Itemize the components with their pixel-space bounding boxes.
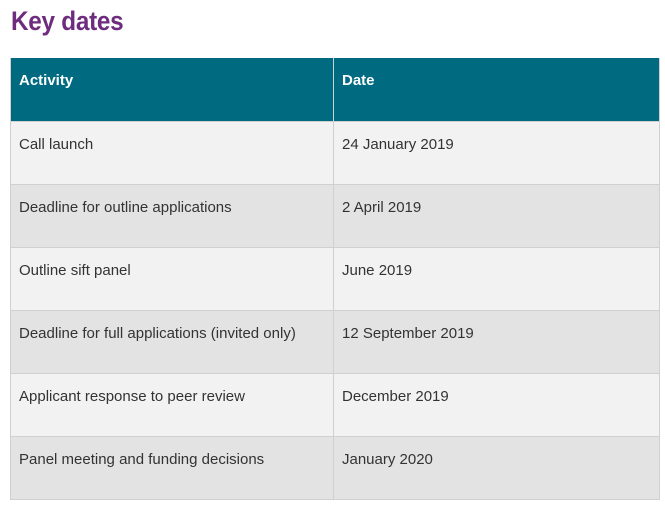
- date-cell: January 2020: [333, 435, 660, 500]
- key-dates-table: Activity Date Call launch 24 January 201…: [10, 58, 660, 500]
- date-cell: 2 April 2019: [333, 183, 660, 248]
- activity-cell: Panel meeting and funding decisions: [10, 435, 334, 500]
- table-header-row: Activity Date: [10, 58, 660, 122]
- table-row: Outline sift panel June 2019: [10, 246, 660, 311]
- table-row: Applicant response to peer review Decemb…: [10, 372, 660, 437]
- date-cell: December 2019: [333, 372, 660, 437]
- activity-cell: Deadline for outline applications: [10, 183, 334, 248]
- column-header-activity: Activity: [10, 58, 334, 122]
- activity-cell: Applicant response to peer review: [10, 372, 334, 437]
- date-cell: 24 January 2019: [333, 120, 660, 185]
- table-row: Call launch 24 January 2019: [10, 120, 660, 185]
- table-row: Deadline for full applications (invited …: [10, 309, 660, 374]
- date-cell: 12 September 2019: [333, 309, 660, 374]
- activity-cell: Outline sift panel: [10, 246, 334, 311]
- activity-cell: Call launch: [10, 120, 334, 185]
- table-row: Panel meeting and funding decisions Janu…: [10, 435, 660, 500]
- date-cell: June 2019: [333, 246, 660, 311]
- column-header-date: Date: [333, 58, 660, 122]
- table-row: Deadline for outline applications 2 Apri…: [10, 183, 660, 248]
- page-title: Key dates: [11, 6, 124, 36]
- activity-cell: Deadline for full applications (invited …: [10, 309, 334, 374]
